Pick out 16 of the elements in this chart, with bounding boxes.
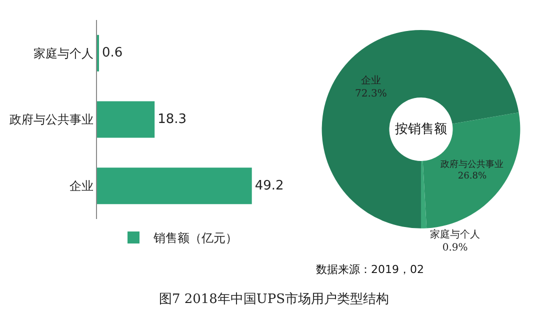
data-label: 72.3% [355, 88, 387, 100]
y-tick-label: 家庭与个人 [34, 46, 94, 60]
legend-label: 销售额（亿元） [152, 231, 238, 246]
data-label: 0.9% [442, 242, 468, 254]
slice-label: 家庭与个人 [430, 228, 480, 240]
source-note: 数据来源：2019，02 [316, 263, 424, 276]
data-label: 49.2 [254, 178, 284, 194]
y-tick-label: 政府与公共事业 [10, 112, 94, 127]
y-tick-label: 企业 [70, 179, 94, 194]
data-label: 18.3 [158, 112, 187, 127]
slice-label: 企业 [360, 74, 381, 86]
slice-label: 政府与公共事业 [440, 158, 504, 170]
data-label: 26.8% [458, 172, 488, 182]
text: 图7 2018年中国UPS市场用户类型结构 [158, 291, 390, 308]
text: 按销售额 [395, 122, 447, 137]
data-label: 0.6 [102, 46, 123, 61]
